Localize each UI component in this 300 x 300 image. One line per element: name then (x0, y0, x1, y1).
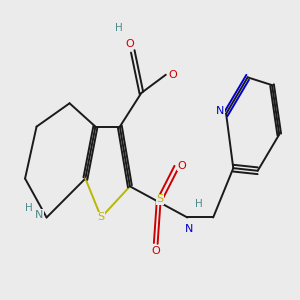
Text: S: S (157, 194, 164, 204)
Text: N: N (184, 224, 193, 234)
Text: N: N (216, 106, 225, 116)
Text: H: H (115, 23, 122, 33)
Text: O: O (169, 70, 177, 80)
Text: O: O (177, 160, 186, 171)
Text: H: H (26, 203, 33, 213)
Text: N: N (35, 210, 44, 220)
Text: H: H (195, 200, 203, 209)
Text: O: O (152, 246, 160, 256)
Text: O: O (125, 39, 134, 49)
Text: S: S (98, 212, 105, 223)
